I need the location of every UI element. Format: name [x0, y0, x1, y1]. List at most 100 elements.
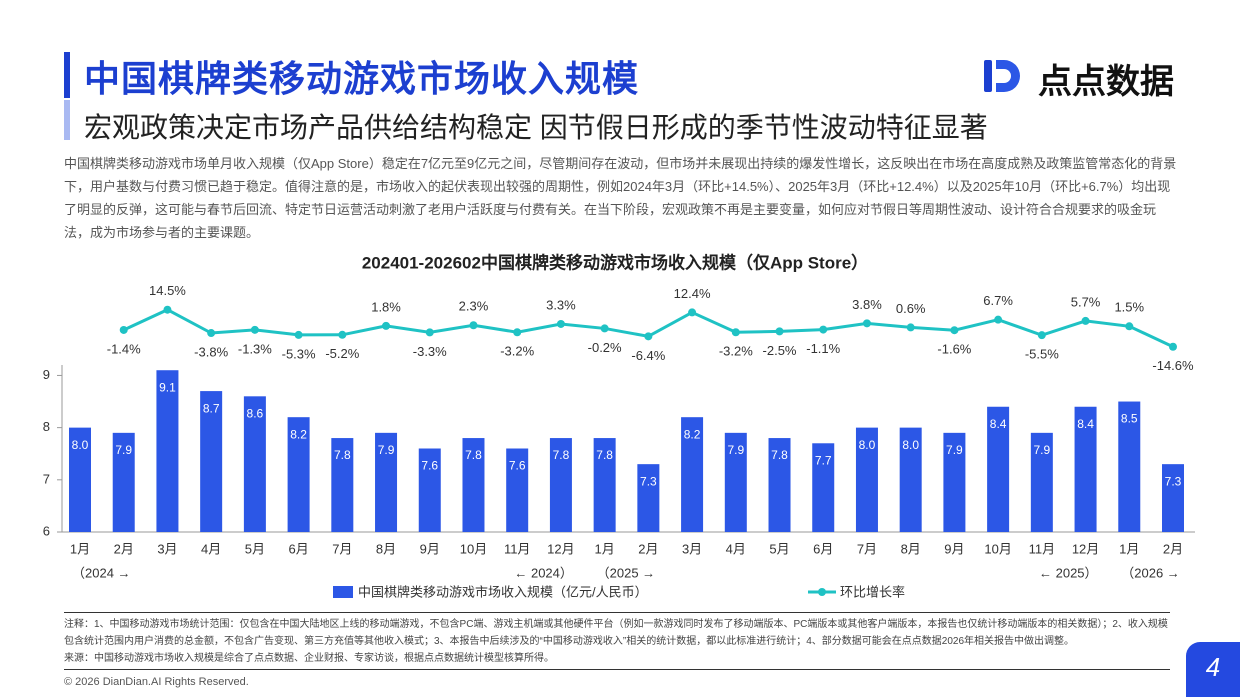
x-tick-label: 3月	[157, 541, 177, 556]
line-point	[906, 323, 915, 332]
bar	[1162, 464, 1184, 532]
line-point	[994, 315, 1003, 324]
x-tick-label: 12月	[1072, 541, 1099, 556]
description: 中国棋牌类移动游戏市场单月收入规模（仅App Store）稳定在7亿元至9亿元之…	[64, 156, 1177, 240]
line-point	[1081, 316, 1090, 325]
x-tick-label: 5月	[245, 541, 265, 556]
bar-label: 8.2	[290, 427, 307, 441]
line-point	[775, 327, 784, 336]
bar-label: 8.2	[684, 427, 701, 441]
line-label: -0.2%	[588, 340, 622, 355]
line-point	[600, 324, 609, 333]
chart: 202401-202602中国棋牌类移动游戏市场收入规模（仅App Store）…	[43, 252, 1195, 599]
line-label: 2.3%	[459, 299, 489, 314]
source: 来源：中国移动游戏市场收入规模是综合了点点数据、企业财报、专家访谈，根据点点数据…	[64, 653, 554, 664]
period-label: （2024 →	[72, 565, 131, 580]
line-point	[469, 321, 478, 330]
bar-label: 8.6	[247, 406, 264, 420]
line-point	[1037, 331, 1046, 340]
x-tick-label: 8月	[901, 541, 921, 556]
period-label: ← 2025）	[1039, 565, 1098, 580]
bar	[1118, 401, 1141, 532]
bar-label: 8.0	[72, 438, 89, 452]
bar	[724, 432, 747, 532]
page-box	[1186, 642, 1240, 697]
x-tick-label: 1月	[70, 541, 90, 556]
line-point	[950, 326, 959, 335]
y-tick-label: 6	[43, 523, 50, 538]
line-label: 0.6%	[896, 301, 926, 316]
bar	[549, 438, 572, 532]
line-label: -1.1%	[806, 341, 840, 356]
bar	[418, 448, 441, 532]
bar	[593, 438, 616, 532]
bar-label: 7.8	[334, 448, 351, 462]
line-point	[556, 319, 565, 328]
line-label: 5.7%	[1071, 294, 1101, 309]
bar	[112, 432, 135, 532]
legend-label: 环比增长率	[840, 584, 905, 599]
line-point	[338, 330, 347, 339]
note: 注释：1、中国移动游戏市场统计范围：仅包含在中国大陆地区上线的移动端游戏，不包含…	[64, 619, 1168, 647]
bar	[943, 432, 966, 532]
bar-label: 7.6	[509, 459, 526, 473]
bar-label: 7.3	[640, 474, 657, 488]
line-point	[1169, 342, 1177, 351]
bar	[768, 438, 791, 532]
line-label: -1.3%	[238, 341, 272, 356]
bar-label: 9.1	[159, 380, 176, 394]
line-label: 14.5%	[149, 283, 186, 298]
bar-label: 8.5	[1121, 412, 1138, 426]
bar-label: 8.0	[902, 438, 919, 452]
line-label: -5.2%	[325, 346, 359, 361]
y-tick-label: 9	[43, 367, 50, 382]
line-point	[119, 325, 128, 334]
line-label: 3.8%	[852, 297, 882, 312]
legend-swatch	[333, 586, 353, 598]
bar-label: 8.7	[203, 401, 220, 415]
copyright: © 2026 DianDian.AI Rights Reserved.	[64, 676, 249, 688]
line-point	[862, 319, 871, 328]
line-label: -1.4%	[107, 341, 141, 356]
logo-text: 点点数据	[1038, 63, 1174, 101]
bar-label: 7.9	[1033, 443, 1050, 457]
accent-bar	[64, 52, 70, 98]
chart-title: 202401-202602中国棋牌类移动游戏市场收入规模（仅App Store）	[362, 252, 868, 272]
x-tick-label: 10月	[460, 541, 487, 556]
line-label: -2.5%	[763, 343, 797, 358]
x-tick-label: 2月	[1163, 541, 1183, 556]
line-label: -14.6%	[1152, 358, 1194, 373]
bar	[69, 427, 91, 532]
line-point	[688, 308, 697, 317]
x-tick-label: 7月	[857, 541, 877, 556]
accent-bar	[64, 100, 70, 140]
bar	[331, 438, 354, 532]
x-tick-label: 9月	[944, 541, 964, 556]
bar-label: 7.8	[553, 448, 570, 462]
line-label: 6.7%	[983, 293, 1013, 308]
bar-label: 8.0	[859, 438, 876, 452]
bar	[637, 464, 660, 532]
bar	[899, 427, 922, 532]
bar-label: 7.9	[727, 443, 744, 457]
bar-label: 7.8	[596, 448, 613, 462]
line-point	[250, 325, 259, 334]
line-label: -3.8%	[194, 344, 228, 359]
y-tick-label: 8	[43, 419, 50, 434]
subtitle: 宏观政策决定市场产品供给结构稳定 因节假日形成的季节性波动特征显著	[84, 112, 988, 143]
line-label: -1.6%	[937, 342, 971, 357]
x-tick-label: 1月	[1119, 541, 1139, 556]
bar	[200, 391, 223, 532]
x-tick-label: 10月	[984, 541, 1011, 556]
line-point	[1125, 322, 1134, 331]
x-tick-label: 6月	[813, 541, 833, 556]
line-point	[513, 328, 522, 337]
logo-icon	[984, 60, 1020, 92]
x-tick-label: 4月	[201, 541, 221, 556]
x-tick-label: 7月	[332, 541, 352, 556]
bar-label: 7.9	[115, 443, 132, 457]
line-point	[163, 305, 172, 314]
line-label: -3.3%	[413, 344, 447, 359]
line-label: 3.3%	[546, 297, 576, 312]
line-point	[644, 332, 653, 341]
